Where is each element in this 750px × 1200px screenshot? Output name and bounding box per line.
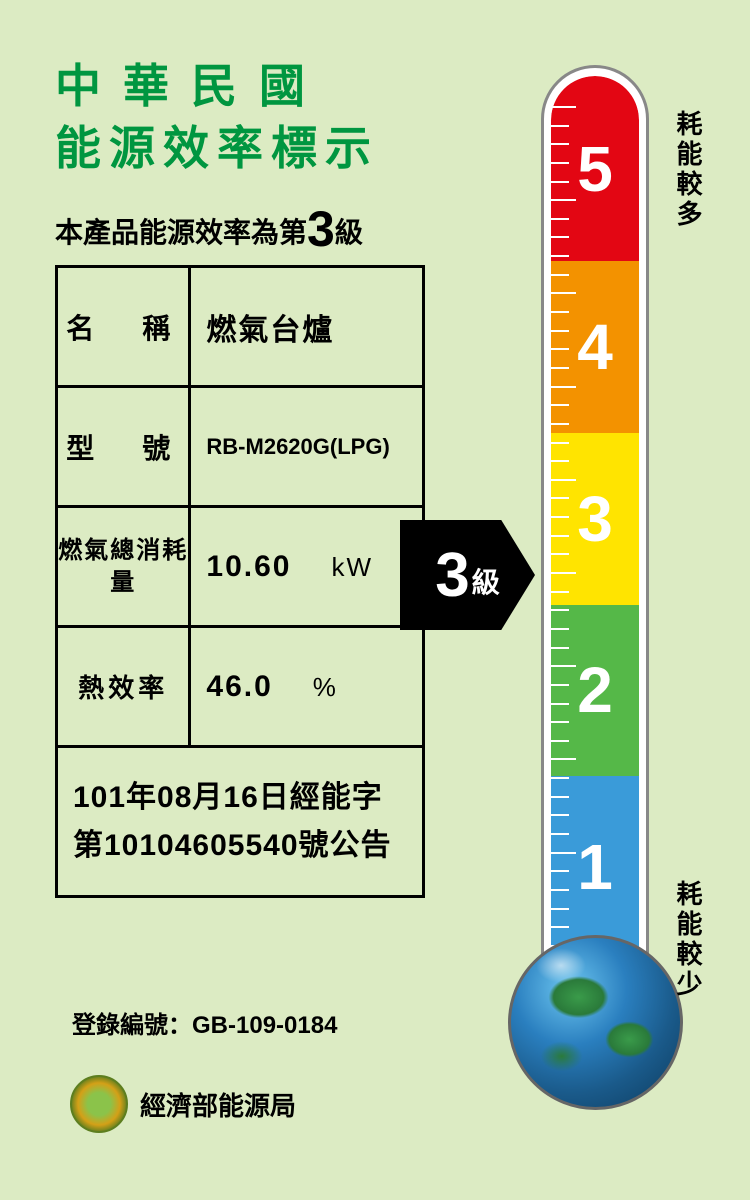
- band-label: 5: [577, 132, 613, 206]
- efficiency-unit: %: [313, 672, 338, 702]
- arrow-suffix: 級: [472, 561, 500, 601]
- main-title: 中華民國 能源效率標示: [55, 55, 379, 179]
- efficiency-number: 46.0: [206, 670, 272, 703]
- band-label: 2: [577, 653, 613, 727]
- table-row: 燃氣總消耗量 10.60 kW: [57, 507, 424, 627]
- bureau-name: 經濟部能源局: [140, 1086, 296, 1123]
- consumption-number: 10.60: [206, 550, 291, 583]
- product-info-table: 名 稱 燃氣台爐 型 號 RB-M2620G(LPG) 燃氣總消耗量 10.60…: [55, 265, 425, 898]
- efficiency-value: 46.0%: [190, 627, 424, 747]
- table-row: 名 稱 燃氣台爐: [57, 267, 424, 387]
- label-less-energy: 耗能較少: [670, 880, 707, 1000]
- thermometer-ticks: [551, 76, 576, 957]
- registration-number: 登錄編號：GB-109-0184: [72, 1005, 337, 1040]
- label-more-energy: 耗能較多: [670, 110, 707, 230]
- level-arrow-badge: 3 級: [400, 520, 535, 630]
- band-label: 3: [577, 482, 613, 556]
- title-line1: 中華民國: [55, 55, 379, 117]
- thermometer-tube: 5 4 3 2 1: [541, 65, 649, 960]
- bureau-section: 經濟部能源局: [70, 1075, 296, 1133]
- consumption-unit: kW: [331, 552, 373, 582]
- efficiency-label: 熱效率: [57, 627, 190, 747]
- model-value: RB-M2620G(LPG): [190, 387, 424, 507]
- subtitle-prefix: 本產品能源效率為第: [55, 217, 307, 248]
- bureau-seal-icon: [70, 1075, 128, 1133]
- band-label: 4: [577, 310, 613, 384]
- arrow-level: 3: [435, 540, 469, 611]
- subtitle-suffix: 級: [335, 217, 363, 248]
- reg-value: GB-109-0184: [192, 1012, 337, 1039]
- table-row: 熱效率 46.0%: [57, 627, 424, 747]
- thermometer: 5 4 3 2 1: [530, 65, 660, 1130]
- globe-icon: [508, 935, 683, 1110]
- subtitle-level: 3: [307, 201, 335, 257]
- efficiency-subtitle: 本產品能源效率為第3級: [55, 200, 363, 258]
- model-label: 型 號: [57, 387, 190, 507]
- reg-label: 登錄編號：: [72, 1012, 192, 1039]
- table-row: 101年08月16日經能字第10104605540號公告: [57, 747, 424, 897]
- name-value: 燃氣台爐: [190, 267, 424, 387]
- consumption-value: 10.60 kW: [190, 507, 424, 627]
- table-row: 型 號 RB-M2620G(LPG): [57, 387, 424, 507]
- title-line2: 能源效率標示: [55, 117, 379, 179]
- name-label: 名 稱: [57, 267, 190, 387]
- announcement-text: 101年08月16日經能字第10104605540號公告: [57, 747, 424, 897]
- band-label: 1: [577, 830, 613, 904]
- consumption-label: 燃氣總消耗量: [57, 507, 190, 627]
